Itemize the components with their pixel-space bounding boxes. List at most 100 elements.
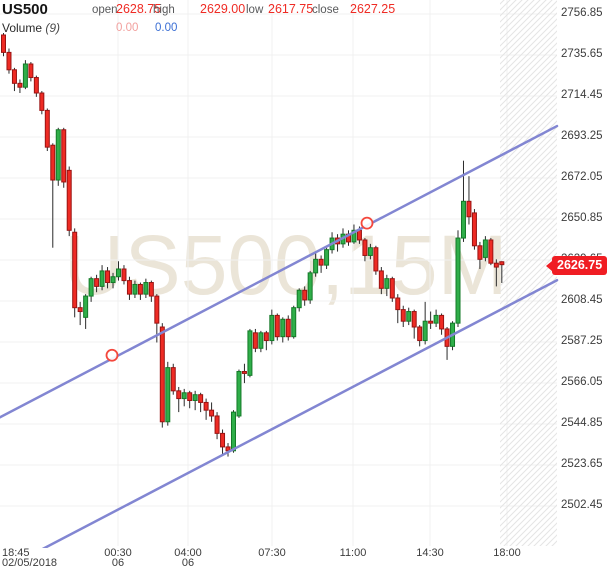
candle [384, 274, 390, 297]
candle [83, 294, 89, 329]
candle [252, 328, 258, 353]
time-axis-date-label: 02/05/2018 [2, 557, 58, 569]
candle [44, 108, 50, 152]
candle [400, 305, 406, 328]
candle [126, 276, 132, 300]
candle [39, 91, 45, 115]
candle [143, 278, 149, 299]
candle [165, 361, 171, 426]
price-axis-label: 2502.45 [561, 499, 603, 511]
trendline[interactable] [0, 124, 559, 419]
candle [406, 307, 412, 326]
low-label: low [246, 4, 264, 16]
candle [258, 330, 264, 353]
price-axis-label: 2756.85 [561, 7, 603, 19]
candle [417, 325, 423, 347]
candle [439, 313, 445, 335]
chart-plot-area[interactable] [0, 0, 610, 548]
price-axis-label: 2587.25 [561, 335, 603, 347]
candle [291, 305, 297, 339]
candlestick-chart[interactable] [0, 0, 610, 548]
candle [471, 209, 477, 250]
open-value: 2628.75 [116, 2, 162, 16]
candle [209, 402, 215, 422]
candle [493, 259, 499, 287]
price-axis-label: 2672.05 [561, 171, 603, 183]
candle [373, 245, 379, 275]
close-value: 2627.25 [350, 2, 396, 16]
future-area-hatch [500, 0, 557, 546]
candle [17, 79, 23, 94]
candle [395, 294, 401, 324]
trendline-handle[interactable] [360, 216, 374, 230]
time-axis-label: 18:00 [493, 547, 521, 559]
price-axis-label: 2650.85 [561, 212, 603, 224]
candle [433, 309, 439, 328]
candle [187, 390, 193, 409]
candle [345, 230, 351, 246]
candle [61, 127, 67, 188]
price-axis-label: 2693.25 [561, 130, 603, 142]
candle [77, 301, 83, 326]
candle [121, 265, 127, 285]
candle [214, 412, 220, 440]
symbol-title: US500 [2, 1, 48, 18]
price-axis-label: 2735.65 [561, 48, 603, 60]
candle [137, 282, 143, 300]
candle [11, 67, 17, 92]
candle [455, 230, 461, 328]
volume-name: Volume [2, 21, 43, 35]
candle [170, 363, 176, 395]
candle [110, 272, 116, 289]
current-price-badge: 2626.75 [545, 256, 608, 275]
high-value: 2629.00 [200, 2, 246, 16]
candle [241, 363, 247, 384]
candle [94, 274, 100, 293]
volume-value-2: 0.00 [155, 22, 178, 34]
candle [302, 286, 308, 306]
candle [263, 330, 269, 351]
time-axis-label: 00:30 [104, 547, 132, 559]
trendline[interactable] [0, 278, 559, 548]
candle [313, 253, 319, 277]
candle [274, 313, 280, 341]
high-label: high [153, 4, 175, 16]
volume-value-1: 0.00 [116, 22, 139, 34]
candle [115, 261, 121, 281]
candle [22, 60, 28, 90]
time-axis-label: 14:30 [416, 547, 444, 559]
candle [280, 317, 286, 343]
candle [28, 62, 34, 82]
low-value: 2617.75 [268, 2, 314, 16]
candle [351, 224, 357, 244]
candle [389, 276, 395, 302]
candle [181, 388, 187, 407]
candle [411, 309, 417, 339]
candle [444, 327, 450, 360]
trendline-handle[interactable] [105, 348, 119, 362]
candle [466, 176, 472, 225]
candle [482, 236, 488, 262]
price-axis-label: 2523.65 [561, 458, 603, 470]
candle [499, 261, 505, 284]
candle [318, 255, 324, 273]
candle [296, 288, 302, 312]
candle [362, 238, 368, 262]
candle [88, 276, 94, 302]
candle [428, 311, 434, 329]
price-axis-label: 2608.45 [561, 294, 603, 306]
candle [285, 315, 291, 341]
candle [72, 228, 78, 318]
candle [6, 48, 12, 74]
price-axis-label: 2566.05 [561, 376, 603, 388]
price-axis-label: 2544.85 [561, 417, 603, 429]
open-label: open [92, 4, 118, 16]
candle [236, 369, 242, 418]
time-axis-label: 18:45 [2, 547, 30, 559]
candle [1, 33, 6, 57]
time-axis-label: 07:30 [258, 547, 286, 559]
candle [488, 238, 494, 266]
time-axis-label: 11:00 [339, 547, 367, 559]
candle [148, 280, 154, 302]
candle [324, 247, 330, 269]
